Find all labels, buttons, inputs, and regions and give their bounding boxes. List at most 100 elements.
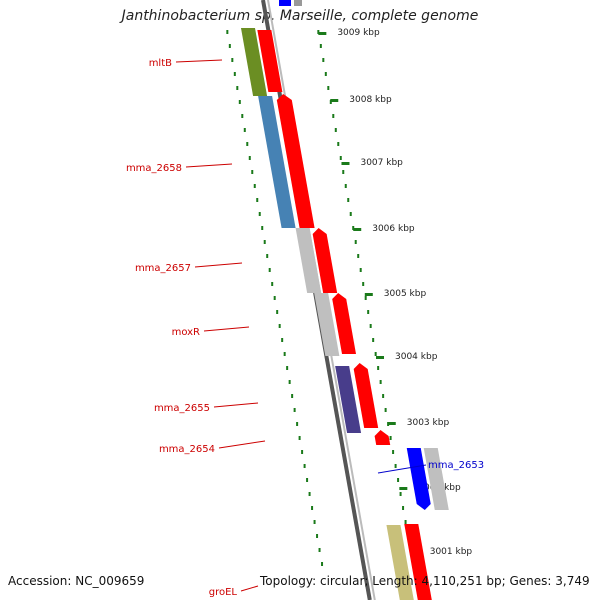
outer-tick-dot <box>362 282 365 286</box>
outer-tick-dot <box>364 296 367 300</box>
gene-block-mma_2657 <box>295 228 322 293</box>
gene-block-groEL <box>386 525 414 600</box>
kbp-label: 3006 kbp <box>372 224 415 234</box>
outer-tick-dot <box>334 128 337 132</box>
inner-tick-dot <box>228 44 231 48</box>
inner-tick-dot <box>313 520 316 524</box>
gene-label: mma_2653 <box>428 460 484 471</box>
outer-tick-dot <box>349 212 352 216</box>
cds-arrow-mma_2653 <box>406 448 431 510</box>
map-title: Janthinobacterium sp. Marseille, complet… <box>121 8 479 24</box>
gene-leader-line <box>185 163 233 168</box>
top-blue-cds-edge <box>279 0 291 6</box>
outer-tick-dot <box>397 478 400 482</box>
inner-tick-dot <box>268 268 271 272</box>
gene-leader-line <box>213 402 259 408</box>
inner-tick-dot <box>226 30 229 34</box>
outer-tick-dot <box>369 324 372 328</box>
kbp-label: 3003 kbp <box>407 418 450 428</box>
cds-arrow-moxR <box>332 293 357 354</box>
outer-tick-dot <box>332 114 335 118</box>
outer-tick-dot <box>319 44 322 48</box>
inner-tick-dot <box>233 72 236 76</box>
outer-tick-dot <box>367 310 370 314</box>
inner-tick-dot <box>321 562 324 566</box>
inner-tick-dot <box>301 450 304 454</box>
cds-arrow-groEL <box>404 524 432 600</box>
inner-tick-dot <box>246 142 249 146</box>
inner-tick-dot <box>311 506 314 510</box>
kbp-tick <box>353 228 362 231</box>
kbp-tick <box>376 356 385 359</box>
outer-tick-dot <box>327 86 330 90</box>
outer-tick-dot <box>359 268 362 272</box>
gene-label: mma_2655 <box>154 403 210 414</box>
gene-label: groEL <box>209 587 238 598</box>
kbp-label: 3009 kbp <box>337 28 380 38</box>
outer-tick-dot <box>379 380 382 384</box>
outer-tick-dot <box>342 170 345 174</box>
gene-block-mma_2655 <box>335 366 362 433</box>
outer-tick-dot <box>337 142 340 146</box>
outer-tick-dot <box>374 352 377 356</box>
outer-tick-dot <box>377 366 380 370</box>
inner-tick-dot <box>258 212 261 216</box>
inner-tick-dot <box>271 282 274 286</box>
inner-tick-dot <box>263 240 266 244</box>
kbp-tick <box>341 162 350 165</box>
inner-tick-dot <box>256 198 259 202</box>
gene-label: mma_2658 <box>126 163 182 174</box>
gene-label: mma_2654 <box>159 444 215 455</box>
inner-tick-dot <box>243 128 246 132</box>
inner-tick-dot <box>236 86 239 90</box>
cds-arrow-mma_2658 <box>276 94 315 228</box>
inner-tick-dot <box>303 464 306 468</box>
gene-block-mltB <box>240 28 268 96</box>
kbp-tick <box>364 293 373 296</box>
gene-leader-line <box>194 262 243 268</box>
inner-tick-dot <box>276 310 279 314</box>
gene-label: mltB <box>149 58 172 69</box>
inner-tick-dot <box>253 184 256 188</box>
inner-tick-dot <box>306 478 309 482</box>
inner-tick-dot <box>316 534 319 538</box>
outer-tick-dot <box>402 506 405 510</box>
outer-tick-dot <box>394 464 397 468</box>
inner-tick-dot <box>286 366 289 370</box>
inner-tick-dot <box>278 324 281 328</box>
outer-tick-dot <box>347 198 350 202</box>
outer-tick-dot <box>344 184 347 188</box>
outer-tick-dot <box>404 520 407 524</box>
gene-leader-line <box>175 59 223 63</box>
inner-tick-dot <box>251 170 254 174</box>
gene-leader-line <box>218 440 266 449</box>
inner-tick-dot <box>288 380 291 384</box>
kbp-tick <box>399 487 408 490</box>
topology-text: Topology: circular; Length: 4,110,251 bp… <box>260 574 590 588</box>
kbp-label: 3004 kbp <box>395 352 438 362</box>
kbp-tick <box>330 99 339 102</box>
gene-leader-line <box>203 326 250 332</box>
outer-tick-dot <box>357 254 360 258</box>
cds-arrow-mltB <box>257 30 283 92</box>
inner-tick-dot <box>291 394 294 398</box>
outer-tick-dot <box>324 72 327 76</box>
inner-tick-dot <box>241 114 244 118</box>
inner-tick-dot <box>231 58 234 62</box>
inner-tick-dot <box>296 422 299 426</box>
outer-tick-dot <box>392 450 395 454</box>
kbp-tick <box>318 32 327 35</box>
top-gray-edge <box>294 0 302 6</box>
outer-tick-dot <box>384 408 387 412</box>
kbp-label: 3008 kbp <box>349 95 392 105</box>
inner-tick-dot <box>293 408 296 412</box>
kbp-label: 3007 kbp <box>360 158 403 168</box>
kbp-label: 3001 kbp <box>430 547 473 557</box>
inner-tick-dot <box>238 100 241 104</box>
gene-block-moxR <box>314 293 340 356</box>
cds-arrow-mma_2657 <box>312 228 338 293</box>
kbp-label: 3005 kbp <box>384 289 427 299</box>
gene-leader-line <box>377 464 427 474</box>
gene-label: moxR <box>172 327 200 338</box>
inner-tick-dot <box>308 492 311 496</box>
